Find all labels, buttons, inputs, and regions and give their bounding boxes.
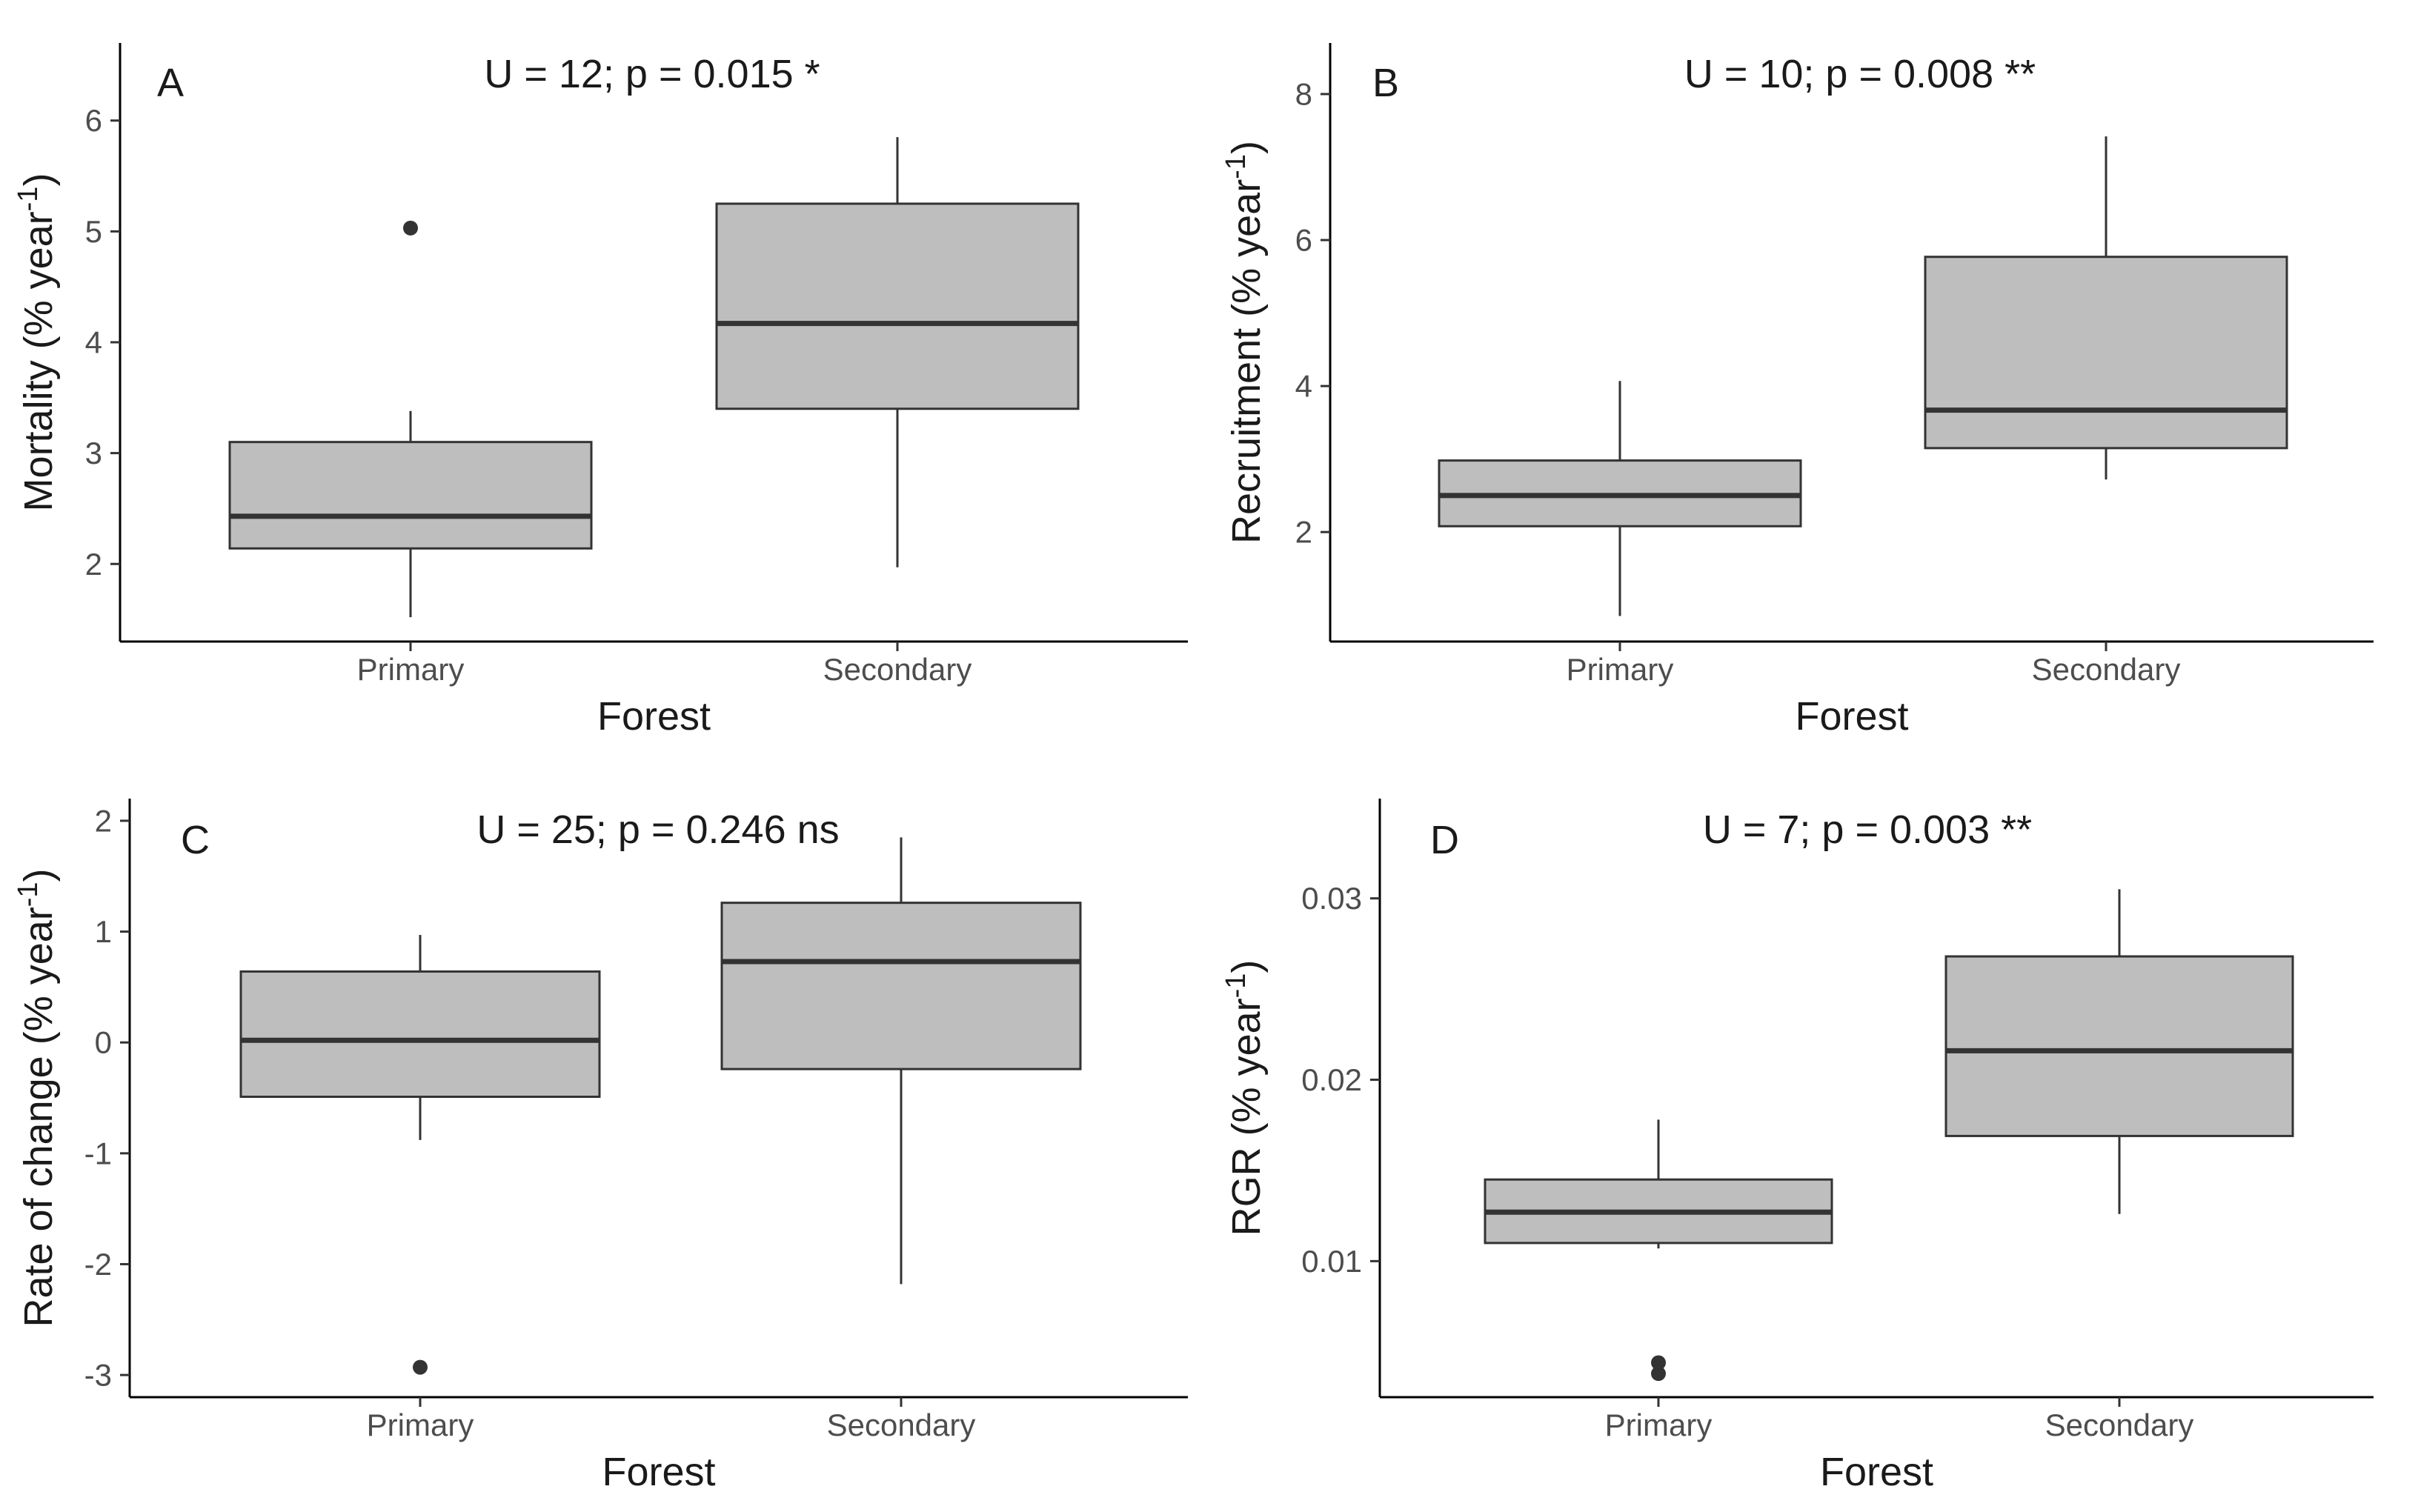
y-axis-title: Recruitment (% year-1): [1220, 141, 1269, 544]
panel-label: D: [1430, 818, 1459, 862]
y-tick-label: 5: [85, 214, 102, 249]
panel-b: 2 4 6 8 Primary Secondary Forest Recruitment (%…: [1220, 43, 2374, 739]
panel-d: 0.01 0.02 0.03 Primary Secondary Forest RGR (%…: [1220, 799, 2374, 1494]
x-axis-title: Forest: [1795, 694, 1908, 739]
y-axis-title: Rate of change (% year-1): [13, 868, 61, 1327]
panel-label: C: [181, 818, 210, 862]
box-primary: [228, 220, 593, 618]
box-secondary: [1944, 889, 2294, 1214]
iqr-box: [1944, 955, 2294, 1137]
box-primary: [1438, 381, 1802, 616]
y-tick-label: 8: [1295, 76, 1312, 111]
y-tick-label: 4: [85, 325, 102, 360]
x-tick-label: Secondary: [2045, 1408, 2194, 1442]
y-tick-label: 1: [95, 914, 112, 949]
panel-a: 2 3 4 5 6 Primary Secondary Forest Mortality (% …: [13, 43, 1188, 739]
outlier-point: [1651, 1355, 1666, 1371]
box-secondary: [715, 137, 1080, 567]
y-tick-label: -2: [84, 1247, 112, 1282]
panel-c: -3 -2 -1 0 1 2 Primary Secondary Forest Rate of c…: [13, 799, 1188, 1494]
x-tick-label: Secondary: [823, 652, 972, 687]
outlier-point: [403, 220, 418, 236]
y-tick-label: -1: [84, 1136, 112, 1170]
x-axis-title: Forest: [597, 694, 711, 739]
y-tick-label: 0.03: [1301, 881, 1362, 916]
y-tick-label: 2: [95, 803, 112, 838]
outlier-point: [413, 1359, 428, 1375]
x-axis-title: Forest: [1820, 1450, 1933, 1494]
x-tick-label: Primary: [1605, 1408, 1713, 1442]
y-tick-label: 6: [85, 103, 102, 138]
box-secondary: [720, 837, 1082, 1285]
test-statistic-label: U = 7; p = 0.003 **: [1703, 807, 2032, 852]
test-statistic-label: U = 25; p = 0.246 ns: [476, 807, 839, 852]
box-primary: [239, 935, 601, 1375]
test-statistic-label: U = 10; p = 0.008 **: [1684, 52, 2036, 96]
x-tick-label: Secondary: [2032, 652, 2181, 687]
y-axis-title: Mortality (% year-1): [13, 173, 61, 512]
iqr-box: [715, 202, 1080, 410]
y-tick-label: 4: [1295, 369, 1312, 404]
outlier-point: [1651, 1366, 1666, 1382]
x-tick-label: Primary: [1567, 652, 1674, 687]
y-tick-label: 3: [85, 436, 102, 470]
y-tick-label: 6: [1295, 223, 1312, 258]
y-axis-title: RGR (% year-1): [1220, 960, 1269, 1236]
box-secondary: [1924, 136, 2288, 480]
x-axis-title: Forest: [602, 1450, 715, 1494]
y-tick-label: 0.01: [1301, 1244, 1362, 1279]
test-statistic-label: U = 12; p = 0.015 *: [484, 52, 820, 96]
y-tick-label: 2: [85, 547, 102, 582]
x-tick-label: Secondary: [827, 1408, 976, 1442]
y-tick-label: 2: [1295, 515, 1312, 550]
x-tick-label: Primary: [357, 652, 465, 687]
x-tick-label: Primary: [367, 1408, 474, 1442]
iqr-box: [720, 902, 1082, 1070]
y-tick-label: 0: [95, 1025, 112, 1060]
y-tick-label: 0.02: [1301, 1062, 1362, 1097]
panel-label: A: [157, 61, 184, 105]
iqr-box: [1924, 256, 2288, 450]
iqr-box: [239, 970, 601, 1099]
box-primary: [1484, 1119, 1833, 1382]
iqr-box: [228, 441, 593, 550]
y-tick-label: -3: [84, 1358, 112, 1393]
panel-label: B: [1372, 61, 1399, 105]
